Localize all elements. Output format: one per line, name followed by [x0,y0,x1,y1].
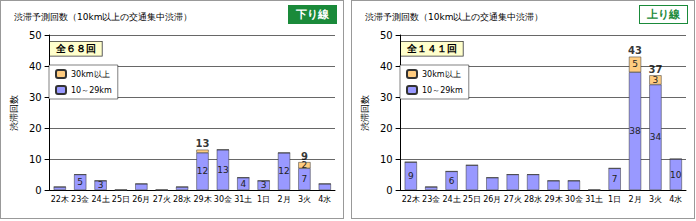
svg-text:全６８回: 全６８回 [55,43,96,54]
svg-text:28水: 28水 [173,195,191,204]
svg-text:30km以上: 30km以上 [71,70,110,79]
svg-text:20: 20 [29,123,42,134]
svg-text:上り線: 上り線 [646,8,681,21]
svg-text:5: 5 [77,177,83,187]
svg-text:30金: 30金 [214,195,232,204]
svg-text:12: 12 [278,166,289,176]
svg-text:26月: 26月 [132,195,150,204]
svg-text:3火: 3火 [649,195,662,204]
svg-text:5: 5 [632,59,638,69]
svg-text:全１４１回: 全１４１回 [406,43,457,54]
svg-text:20: 20 [380,123,393,134]
svg-text:24土: 24土 [442,195,460,204]
svg-text:7: 7 [612,174,618,184]
svg-text:28水: 28水 [524,195,542,204]
svg-text:6: 6 [449,176,455,186]
svg-text:25日: 25日 [463,195,481,204]
svg-text:10: 10 [29,154,42,165]
svg-text:29木: 29木 [544,195,562,204]
svg-text:50: 50 [29,30,42,41]
svg-text:38: 38 [629,126,641,136]
svg-text:渋滞予測回数（10km以上の交通集中渋滞）: 渋滞予測回数（10km以上の交通集中渋滞） [365,12,543,22]
svg-text:50: 50 [380,30,393,41]
svg-text:4: 4 [240,179,246,189]
svg-text:24土: 24土 [91,195,109,204]
svg-text:30km以上: 30km以上 [422,70,461,79]
svg-text:43: 43 [628,45,642,56]
svg-text:渋滞予測回数（10km以上の交通集中渋滞）: 渋滞予測回数（10km以上の交通集中渋滞） [14,12,192,22]
svg-text:2月: 2月 [277,195,290,204]
svg-text:渋滞回数: 渋滞回数 [9,95,19,131]
svg-text:3火: 3火 [298,195,311,204]
svg-text:7: 7 [302,174,308,184]
svg-text:40: 40 [380,61,393,72]
svg-text:2: 2 [302,160,308,170]
svg-text:30: 30 [29,92,42,103]
svg-text:2月: 2月 [628,195,641,204]
svg-text:22木: 22木 [402,195,420,204]
svg-text:23金: 23金 [422,195,440,204]
svg-text:0: 0 [386,185,392,196]
svg-text:9: 9 [408,171,414,181]
svg-text:34: 34 [650,132,662,142]
svg-text:22木: 22木 [51,195,69,204]
svg-text:26月: 26月 [483,195,501,204]
svg-text:29木: 29木 [193,195,211,204]
svg-text:下り線: 下り線 [295,8,330,21]
svg-text:4水: 4水 [318,195,331,204]
svg-text:0: 0 [35,185,41,196]
svg-text:10: 10 [380,154,393,165]
svg-text:27火: 27火 [153,195,171,204]
svg-text:31土: 31土 [585,195,603,204]
svg-text:23金: 23金 [71,195,89,204]
svg-text:1日: 1日 [608,195,621,204]
svg-text:渋滞回数: 渋滞回数 [360,95,370,131]
svg-text:30金: 30金 [565,195,583,204]
svg-text:37: 37 [648,64,662,75]
svg-text:10: 10 [670,170,682,180]
svg-text:10～29km: 10～29km [422,86,463,95]
svg-text:10～29km: 10～29km [71,86,112,95]
svg-text:30: 30 [380,92,393,103]
svg-text:3: 3 [261,180,267,190]
svg-text:25日: 25日 [112,195,130,204]
svg-text:1日: 1日 [257,195,270,204]
svg-text:27火: 27火 [504,195,522,204]
svg-text:13: 13 [217,165,228,175]
svg-text:31土: 31土 [234,195,252,204]
svg-text:4水: 4水 [669,195,682,204]
svg-text:9: 9 [301,151,308,162]
svg-text:13: 13 [196,138,210,149]
svg-text:3: 3 [98,180,104,190]
svg-text:40: 40 [29,61,42,72]
svg-text:12: 12 [197,166,208,176]
svg-text:3: 3 [653,75,659,85]
